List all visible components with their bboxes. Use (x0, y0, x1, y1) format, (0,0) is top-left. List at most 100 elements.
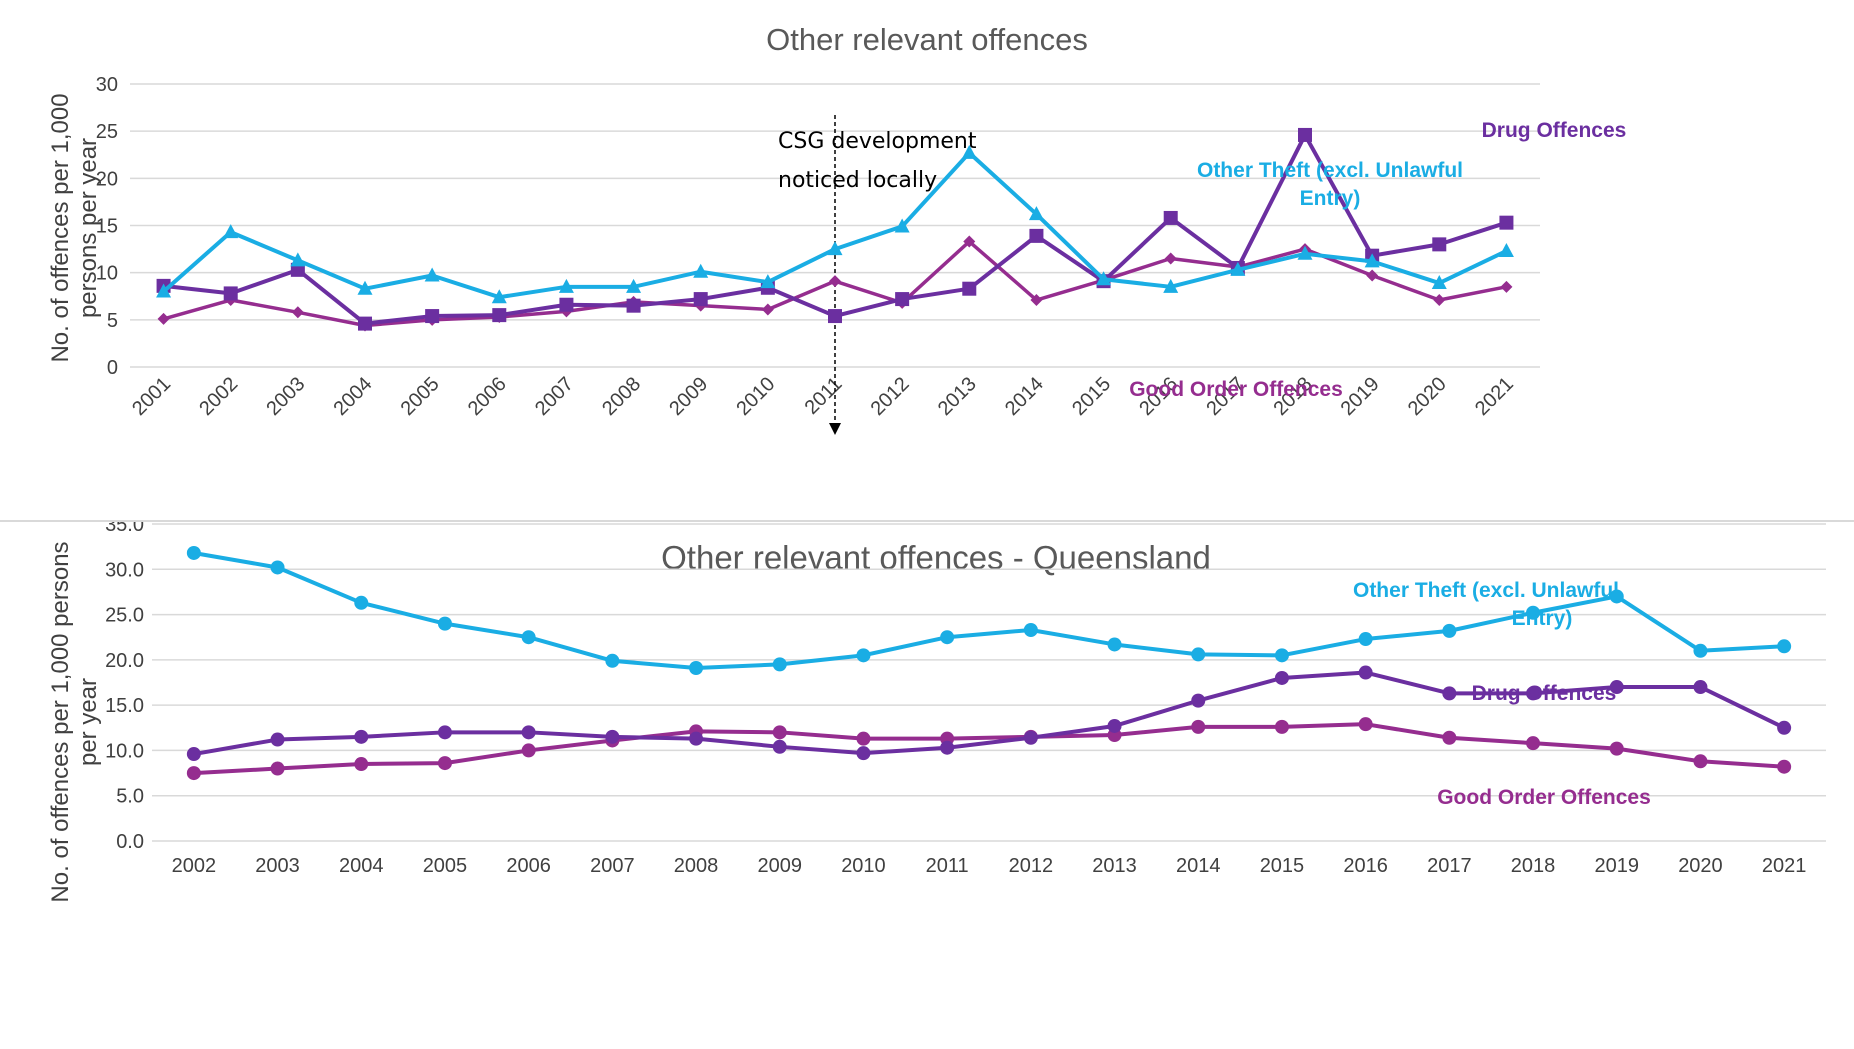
y-tick-label: 5.0 (116, 786, 144, 808)
data-point-other-theft (186, 545, 201, 560)
series-label-good-order-offences: Good Order Offences (1437, 786, 1651, 809)
x-tick-label: 2021 (1762, 855, 1807, 877)
data-point-drug-offences (1274, 670, 1289, 685)
data-point-other-theft (223, 224, 239, 239)
data-point-other-theft (1028, 206, 1044, 221)
data-point-good-order-offences (1191, 719, 1206, 734)
data-point-drug-offences (626, 298, 641, 313)
data-point-drug-offences (492, 308, 507, 323)
y-tick-label: 25.0 (105, 605, 144, 627)
data-point-other-theft (1297, 245, 1313, 260)
data-point-drug-offences (270, 732, 285, 747)
x-tick-label: 2017 (1427, 855, 1472, 877)
y-tick-label: 0.0 (116, 831, 144, 853)
chart-title: Other relevant offences (766, 22, 1088, 57)
y-tick-label: 30 (96, 74, 118, 96)
data-point-drug-offences (828, 309, 842, 324)
data-point-drug-offences (1432, 237, 1447, 252)
x-tick-label: 2002 (195, 373, 242, 420)
x-tick-label: 2021 (1471, 373, 1518, 420)
data-point-other-theft (1526, 605, 1541, 620)
data-point-other-theft (1023, 622, 1038, 637)
data-point-drug-offences (772, 739, 787, 754)
data-point-drug-offences (1693, 680, 1708, 695)
data-point-drug-offences (1029, 228, 1044, 243)
y-axis-title: No. of offences per 1,000 personsper yea… (47, 541, 102, 902)
x-tick-label: 2007 (531, 373, 578, 420)
data-point-good-order-offences (963, 235, 976, 248)
data-point-drug-offences (895, 292, 910, 307)
data-point-good-order-offences (1433, 294, 1446, 307)
data-point-other-theft (1442, 623, 1457, 638)
data-point-good-order-offences (1164, 252, 1177, 265)
y-axis-title-line2: persons per year (75, 138, 102, 318)
data-point-drug-offences (1163, 210, 1178, 225)
x-tick-label: 2009 (758, 855, 803, 877)
data-point-good-order-offences (761, 303, 774, 316)
x-tick-label: 2006 (506, 855, 551, 877)
chart-top-svg: Other relevant offences 0 5 10 15 20 25 30 2001 2… (47, 22, 1626, 435)
data-point-other-theft (1163, 278, 1179, 293)
series-label-other-theft-line1: Other Theft (excl. Unlawful (1353, 579, 1619, 602)
series-label-other-theft-line1: Other Theft (excl. Unlawful (1197, 159, 1463, 182)
x-tick-label: 2014 (1001, 373, 1048, 420)
series-label-other-theft-line2: Entry) (1512, 607, 1573, 630)
data-point-other-theft (1274, 648, 1289, 663)
data-point-drug-offences (1298, 127, 1312, 142)
data-point-good-order-offences (1274, 719, 1289, 734)
y-tick-label: 20 (96, 168, 118, 190)
series-label-other-theft: Other Theft (excl. Unlawful Entry) (1353, 579, 1619, 630)
data-point-other-theft (558, 278, 574, 293)
data-point-drug-offences (693, 292, 708, 307)
chart-title-queensland: Other relevant offences - Queensland (661, 539, 1211, 576)
data-point-other-theft (1096, 271, 1112, 286)
data-point-other-theft (1777, 639, 1792, 654)
x-tick-label: 2014 (1176, 855, 1221, 877)
data-point-other-theft (424, 267, 440, 282)
data-point-drug-offences (437, 725, 452, 740)
data-point-other-theft (605, 653, 620, 668)
x-tick-label: 2016 (1343, 855, 1388, 877)
x-tick-label: 2001 (128, 373, 175, 420)
series-line-drug-offences (193, 670, 1786, 757)
annotation-text-line2: noticed locally (778, 168, 937, 193)
x-tick-label: 2015 (1068, 373, 1115, 420)
chart-bottom-svg: Other relevant offences - Queensland 0.0 5… (47, 522, 1826, 903)
series-good-order-offences-queensland (186, 717, 1792, 781)
x-tick-label: 2010 (841, 855, 886, 877)
y-tick-label: 15.0 (105, 695, 144, 717)
data-point-other-theft (1364, 253, 1380, 268)
data-point-good-order-offences (157, 312, 170, 325)
y-axis-title-line1: No. of offences per 1,000 (47, 93, 74, 362)
x-tick-label: 2005 (423, 855, 468, 877)
data-point-good-order-offences (829, 275, 841, 288)
data-point-good-order-offences (1500, 280, 1513, 293)
x-tick-label: 2002 (172, 855, 217, 877)
data-point-other-theft (940, 630, 955, 645)
x-tick-label: 2013 (1092, 855, 1137, 877)
data-point-drug-offences (1526, 686, 1541, 701)
series-label-drug-offences: Drug Offences (1472, 682, 1617, 705)
data-point-other-theft (1498, 242, 1514, 257)
x-tick-label: 2020 (1404, 373, 1451, 420)
data-point-drug-offences (1191, 693, 1206, 708)
data-point-good-order-offences (186, 766, 201, 781)
y-tick-label: 25 (96, 121, 118, 143)
annotation-arrowhead (829, 423, 841, 435)
data-point-good-order-offences (1366, 269, 1379, 282)
data-point-drug-offences (940, 740, 955, 755)
data-point-other-theft (1230, 261, 1246, 276)
data-point-drug-offences (354, 729, 369, 744)
data-point-other-theft (354, 595, 369, 610)
data-point-drug-offences (689, 731, 704, 746)
data-point-other-theft (772, 657, 787, 672)
y-axis-title: No. of offences per 1,000persons per yea… (47, 93, 102, 362)
y-axis-title-line2: per year (75, 678, 102, 766)
data-point-other-theft (856, 648, 871, 663)
data-point-other-theft (1431, 275, 1447, 290)
data-point-drug-offences (856, 746, 871, 761)
data-point-drug-offences (605, 729, 620, 744)
y-tick-label: 10.0 (105, 740, 144, 762)
series-other-theft-top (156, 144, 1514, 304)
x-tick-label: 2015 (1260, 855, 1305, 877)
